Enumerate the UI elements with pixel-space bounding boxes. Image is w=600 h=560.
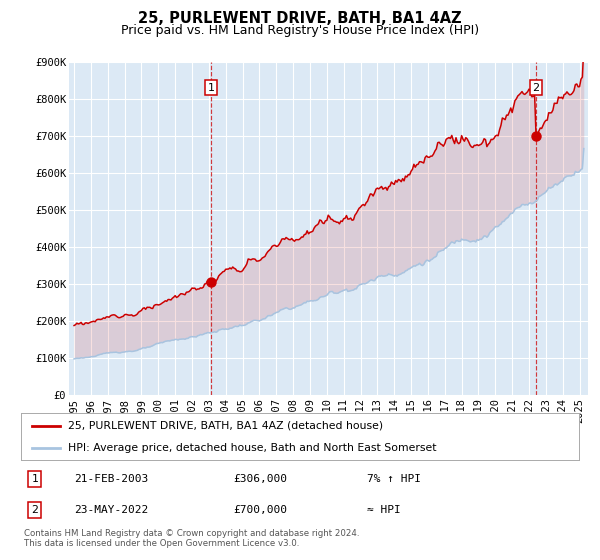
Text: 21-FEB-2003: 21-FEB-2003 [74,474,148,484]
Text: 25, PURLEWENT DRIVE, BATH, BA1 4AZ: 25, PURLEWENT DRIVE, BATH, BA1 4AZ [138,11,462,26]
Text: ≈ HPI: ≈ HPI [367,505,401,515]
Text: Price paid vs. HM Land Registry's House Price Index (HPI): Price paid vs. HM Land Registry's House … [121,24,479,36]
Text: 2: 2 [532,82,539,92]
Text: 7% ↑ HPI: 7% ↑ HPI [367,474,421,484]
Text: £700,000: £700,000 [233,505,287,515]
Text: £306,000: £306,000 [233,474,287,484]
Text: This data is licensed under the Open Government Licence v3.0.: This data is licensed under the Open Gov… [24,539,299,548]
Text: Contains HM Land Registry data © Crown copyright and database right 2024.: Contains HM Land Registry data © Crown c… [24,529,359,538]
Text: 2: 2 [32,505,38,515]
Text: HPI: Average price, detached house, Bath and North East Somerset: HPI: Average price, detached house, Bath… [68,444,437,454]
Text: 1: 1 [208,82,215,92]
Text: 23-MAY-2022: 23-MAY-2022 [74,505,148,515]
Text: 1: 1 [32,474,38,484]
Text: 25, PURLEWENT DRIVE, BATH, BA1 4AZ (detached house): 25, PURLEWENT DRIVE, BATH, BA1 4AZ (deta… [68,421,383,431]
